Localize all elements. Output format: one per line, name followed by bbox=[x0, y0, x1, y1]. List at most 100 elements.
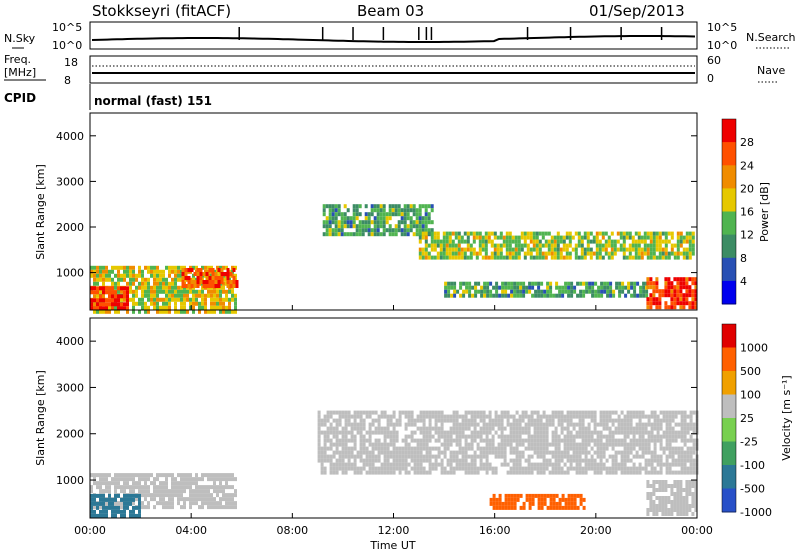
heatmap-cell bbox=[93, 513, 96, 518]
heatmap-cell bbox=[192, 305, 195, 310]
heatmap-cell bbox=[551, 430, 555, 435]
heatmap-cell bbox=[485, 434, 489, 439]
heatmap-cell bbox=[497, 442, 501, 447]
heatmap-cell bbox=[506, 410, 510, 415]
heatmap-cell bbox=[350, 426, 354, 431]
heatmap-cell bbox=[510, 505, 514, 510]
heatmap-cell bbox=[624, 293, 628, 298]
heatmap-cell bbox=[655, 504, 659, 508]
heatmap-cell bbox=[102, 493, 105, 498]
heatmap-cell bbox=[461, 466, 465, 471]
heatmap-cell bbox=[593, 458, 597, 463]
heatmap-cell bbox=[231, 297, 234, 302]
heatmap-cell bbox=[138, 265, 141, 270]
heatmap-cell bbox=[647, 438, 651, 443]
heatmap-cell bbox=[108, 302, 111, 307]
heatmap-cell bbox=[626, 450, 630, 455]
heatmap-cell bbox=[144, 505, 147, 510]
heatmap-cell bbox=[630, 281, 634, 286]
heatmap-cell bbox=[214, 284, 218, 288]
heatmap-cell bbox=[448, 251, 452, 256]
heatmap-cell bbox=[350, 430, 354, 435]
heatmap-cell bbox=[508, 247, 512, 252]
heatmap-cell bbox=[641, 414, 645, 419]
heatmap-cell bbox=[135, 481, 138, 486]
heatmap-cell bbox=[554, 430, 558, 435]
heatmap-cell bbox=[692, 442, 696, 447]
heatmap-cell bbox=[192, 477, 195, 482]
heatmap-cell bbox=[492, 293, 496, 298]
heatmap-cell bbox=[671, 438, 675, 443]
heatmap-cell bbox=[96, 513, 99, 518]
heatmap-cell bbox=[470, 414, 474, 419]
heatmap-cell bbox=[581, 434, 585, 439]
heatmap-cell bbox=[364, 220, 368, 225]
heatmap-cell bbox=[617, 438, 621, 443]
heatmap-cell bbox=[210, 493, 213, 498]
heatmap-cell bbox=[174, 485, 177, 490]
heatmap-cell bbox=[540, 501, 544, 506]
heatmap-cell bbox=[436, 231, 440, 236]
heatmap-cell bbox=[431, 446, 435, 451]
heatmap-cell bbox=[476, 430, 480, 435]
heatmap-cell bbox=[331, 232, 335, 237]
heatmap-cell bbox=[565, 247, 569, 252]
heatmap-cell bbox=[683, 442, 687, 447]
heatmap-cell bbox=[219, 489, 222, 494]
heatmap-cell bbox=[141, 305, 144, 310]
heatmap-cell bbox=[484, 255, 488, 260]
heatmap-cell bbox=[377, 422, 381, 427]
heatmap-cell bbox=[637, 247, 641, 252]
heatmap-cell bbox=[422, 426, 426, 431]
heatmap-cell bbox=[518, 418, 522, 423]
heatmap-cell bbox=[398, 414, 402, 419]
heatmap-cell bbox=[434, 422, 438, 427]
heatmap-cell bbox=[374, 446, 378, 451]
heatmap-cell bbox=[607, 251, 611, 256]
heatmap-cell bbox=[584, 470, 588, 475]
heatmap-cell bbox=[560, 454, 564, 459]
heatmap-cell bbox=[425, 454, 429, 459]
heatmap-cell bbox=[517, 239, 521, 244]
heatmap-cell bbox=[180, 297, 183, 302]
heatmap-cell bbox=[579, 493, 583, 498]
heatmap-cell bbox=[428, 450, 432, 455]
heatmap-cell bbox=[454, 235, 458, 240]
heatmap-cell bbox=[647, 458, 651, 463]
colorbar-swatch bbox=[722, 394, 736, 419]
heatmap-cell bbox=[679, 504, 683, 508]
heatmap-cell bbox=[637, 255, 641, 260]
heatmap-cell bbox=[183, 489, 186, 494]
heatmap-cell bbox=[588, 281, 592, 286]
heatmap-cell bbox=[638, 462, 642, 467]
heatmap-cell bbox=[576, 293, 580, 298]
heatmap-cell bbox=[108, 481, 111, 486]
heatmap-cell bbox=[501, 293, 505, 298]
heatmap-cell bbox=[434, 446, 438, 451]
heatmap-cell bbox=[377, 426, 381, 431]
heatmap-cell bbox=[652, 297, 656, 302]
heatmap-cell bbox=[643, 231, 647, 236]
heatmap-cell bbox=[156, 485, 159, 490]
heatmap-cell bbox=[219, 265, 222, 270]
heatmap-cell bbox=[326, 438, 330, 443]
heatmap-cell bbox=[322, 232, 326, 237]
heatmap-cell bbox=[117, 302, 120, 307]
heatmap-cell bbox=[682, 512, 686, 516]
heatmap-cell bbox=[617, 442, 621, 447]
heatmap-cell bbox=[590, 446, 594, 451]
heatmap-cell bbox=[102, 477, 105, 482]
heatmap-cell bbox=[207, 489, 210, 494]
heatmap-cell bbox=[550, 239, 554, 244]
heatmap-cell bbox=[457, 255, 461, 260]
heatmap-cell bbox=[344, 434, 348, 439]
heatmap-cell bbox=[108, 286, 111, 291]
heatmap-cell bbox=[617, 430, 621, 435]
heatmap-cell bbox=[428, 434, 432, 439]
heatmap-cell bbox=[671, 430, 675, 435]
heatmap-cell bbox=[691, 492, 695, 496]
heatmap-cell bbox=[682, 277, 686, 282]
heatmap-cell bbox=[216, 305, 219, 310]
heatmap-cell bbox=[317, 434, 321, 439]
heatmap-cell bbox=[493, 231, 497, 236]
